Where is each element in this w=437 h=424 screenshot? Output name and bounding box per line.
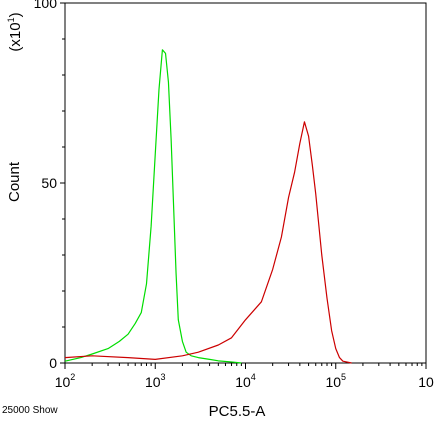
x-tick-exponent: 3 (161, 372, 166, 382)
x-tick-label: 102 (55, 372, 76, 390)
y-tick-label: 0 (49, 355, 57, 371)
x-tick-label: 104 (235, 372, 256, 390)
x-tick-label: 105 (325, 372, 346, 390)
x-tick-base: 10 (145, 374, 161, 390)
y-multiplier-close: ) (7, 12, 24, 17)
x-tick-exponent: 2 (70, 372, 75, 382)
x-tick-base: 10 (418, 374, 434, 390)
y-tick-label: 100 (34, 0, 58, 11)
x-tick-base: 10 (235, 374, 251, 390)
footer-note: 25000 Show (2, 405, 58, 416)
plot-frame (64, 2, 427, 364)
y-multiplier-exponent: 1 (6, 17, 16, 22)
x-ticks: 102 103 104 105 10 (55, 363, 434, 390)
histogram-series-1 (64, 49, 242, 364)
x-tick-exponent: 4 (251, 372, 256, 382)
x-tick-base: 10 (325, 374, 341, 390)
x-tick-base: 10 (55, 374, 71, 390)
y-axis-label: Count (6, 161, 23, 202)
histogram-series-2 (64, 121, 352, 364)
y-multiplier-text: (x10 (7, 22, 24, 51)
x-tick-exponent: 5 (341, 372, 346, 382)
y-multiplier-label: (x101) (6, 12, 24, 51)
x-tick-label: 10 (418, 374, 434, 390)
y-ticks: 0 50 100 (34, 0, 65, 371)
x-axis-label: PC5.5-A (209, 403, 266, 420)
x-tick-label: 103 (145, 372, 166, 390)
y-tick-label: 50 (41, 175, 57, 191)
series-layer (64, 49, 352, 364)
